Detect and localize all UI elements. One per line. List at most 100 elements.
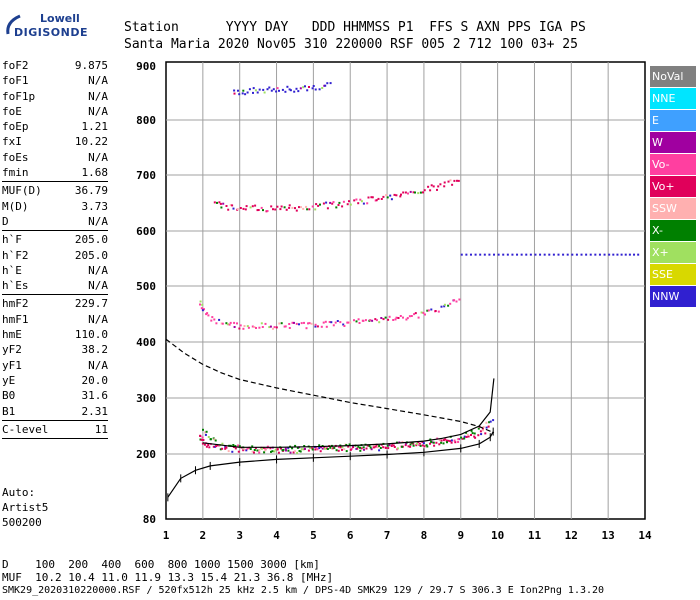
data-point (471, 432, 474, 435)
data-point (273, 450, 276, 453)
data-point (470, 434, 472, 436)
data-point (465, 253, 468, 256)
data-point (608, 253, 611, 256)
data-point (370, 196, 373, 199)
data-point (285, 208, 288, 211)
data-point (318, 447, 321, 450)
data-point (511, 253, 514, 256)
data-point (308, 208, 311, 211)
data-point (276, 448, 279, 451)
data-point (414, 191, 416, 194)
data-point (239, 324, 242, 327)
series-line (202, 378, 495, 448)
data-point (382, 195, 385, 198)
data-point (331, 202, 334, 205)
data-point (247, 326, 250, 329)
data-point (270, 89, 273, 92)
param-value: 11 (94, 422, 108, 436)
data-point (287, 449, 290, 452)
data-point (377, 446, 379, 449)
data-point (283, 206, 286, 209)
data-point (330, 321, 333, 324)
param-key: B0 (2, 389, 16, 403)
data-point (291, 447, 294, 450)
data-point (212, 445, 215, 448)
y-tick-label: 700 (136, 169, 156, 182)
data-point (364, 319, 367, 322)
data-point (457, 179, 460, 182)
param-value: N/A (88, 104, 108, 118)
data-point (485, 426, 488, 429)
data-point (355, 320, 358, 323)
data-point (432, 185, 435, 188)
data-point (298, 323, 300, 326)
data-point (227, 450, 230, 453)
data-point (382, 446, 385, 449)
data-point (359, 446, 361, 449)
data-point (456, 179, 458, 182)
data-point (360, 447, 363, 450)
param-separator (2, 230, 108, 232)
data-point (258, 326, 261, 329)
data-point (209, 438, 212, 441)
data-point (463, 435, 466, 438)
data-point (329, 446, 332, 449)
data-point (357, 318, 360, 321)
param-separator (2, 438, 108, 440)
data-point (425, 444, 428, 447)
y-tick-label: 80 (143, 513, 156, 526)
data-point (293, 321, 295, 324)
data-point (589, 253, 592, 256)
data-point (339, 446, 342, 449)
data-point (236, 322, 238, 325)
x-tick-label: 12 (565, 529, 578, 542)
data-point (438, 439, 441, 442)
data-point (429, 438, 432, 441)
data-point (308, 86, 310, 88)
data-point (326, 207, 329, 210)
x-tick-label: 8 (421, 529, 428, 542)
data-point (255, 327, 257, 329)
data-point (213, 318, 216, 321)
x-tick-label: 5 (310, 529, 317, 542)
data-point (216, 444, 219, 447)
data-point (257, 209, 260, 211)
data-point (236, 208, 239, 211)
x-tick-label: 9 (457, 529, 464, 542)
data-point (442, 442, 445, 445)
param-key: fxI (2, 135, 22, 149)
data-point (205, 430, 208, 433)
data-point (356, 447, 359, 450)
data-point (300, 322, 303, 325)
data-point (393, 193, 396, 196)
data-point (248, 88, 251, 91)
data-point (435, 441, 438, 444)
data-point (272, 208, 274, 211)
data-point (349, 203, 352, 206)
data-point (281, 88, 284, 91)
data-point (387, 318, 390, 321)
data-point (306, 89, 309, 92)
data-point (457, 438, 460, 440)
data-point (571, 253, 574, 256)
data-point (300, 448, 303, 451)
data-point (516, 253, 519, 256)
data-point (222, 202, 225, 205)
data-point (238, 93, 241, 96)
data-point (242, 449, 245, 452)
data-point (251, 445, 254, 448)
data-point (418, 442, 421, 445)
data-point (314, 448, 317, 451)
data-point (294, 444, 297, 447)
data-point (375, 199, 378, 202)
data-point (233, 321, 236, 324)
data-point (427, 309, 430, 312)
data-point (329, 82, 332, 85)
data-point (272, 88, 275, 91)
data-point (405, 442, 408, 445)
data-point (201, 303, 204, 306)
data-point (275, 90, 278, 93)
x-tick-label: 7 (384, 529, 391, 542)
data-point (303, 448, 306, 450)
data-point (294, 207, 296, 210)
